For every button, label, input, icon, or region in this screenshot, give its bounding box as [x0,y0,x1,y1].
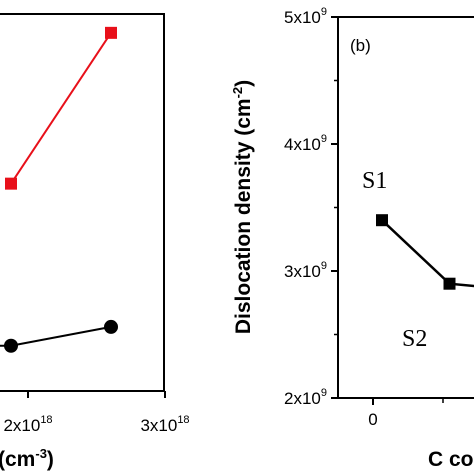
panel-a-plot-frame [0,13,165,392]
panel-a-x-axis-title: (cm-3) [0,446,54,471]
panel-b-y-tick-label: 4x109 [284,133,327,154]
panel-a-red-square-marker [105,26,117,39]
panel-a-x-ticks: 2x1018 3x1018 [3,391,190,435]
panel-b-square-marker [376,214,388,227]
panel-b-y-tick-label: 2x109 [284,387,327,408]
panel-b-x-axis-title: C co [428,448,474,471]
panel-b-y-ticks: 2x109 3x109 4x109 5x109 [284,6,338,408]
panel-b-annotations: S1 S2 [362,168,427,352]
panel-b-y-tick-label: 5x109 [284,6,327,27]
panel-a-series [0,26,118,353]
panel-a-black-circle-marker [4,338,18,353]
panel-b-y-axis-title: Dislocation density (cm-2) [230,80,255,334]
panel-a-black-circle-marker [104,319,118,334]
panel-a-red-square-marker [5,177,17,190]
panel-b-label: (b) [350,36,371,55]
panel-b-x-ticks: 0 [368,398,444,429]
panel-b-x-tick-label: 0 [368,410,377,429]
panel-a-series-line [10,32,112,185]
panel-b-square-marker [443,277,456,290]
panel-b-series [376,214,474,290]
panel-a-x-tick-label: 2x1018 [3,414,52,435]
panel-b-sample-label: S2 [402,326,427,352]
panel-b-sample-label: S1 [362,168,387,194]
panel-a-x-tick-label: 3x1018 [140,414,189,435]
panel-b-y-tick-label: 3x109 [284,260,327,281]
panel-b-series-line [381,219,474,288]
panel-a: 2x1018 3x1018 (cm-3) [0,13,190,471]
panel-b: (b) 2x109 3x109 4x109 5x109 0 S1 S2 Dislocat… [230,6,474,471]
